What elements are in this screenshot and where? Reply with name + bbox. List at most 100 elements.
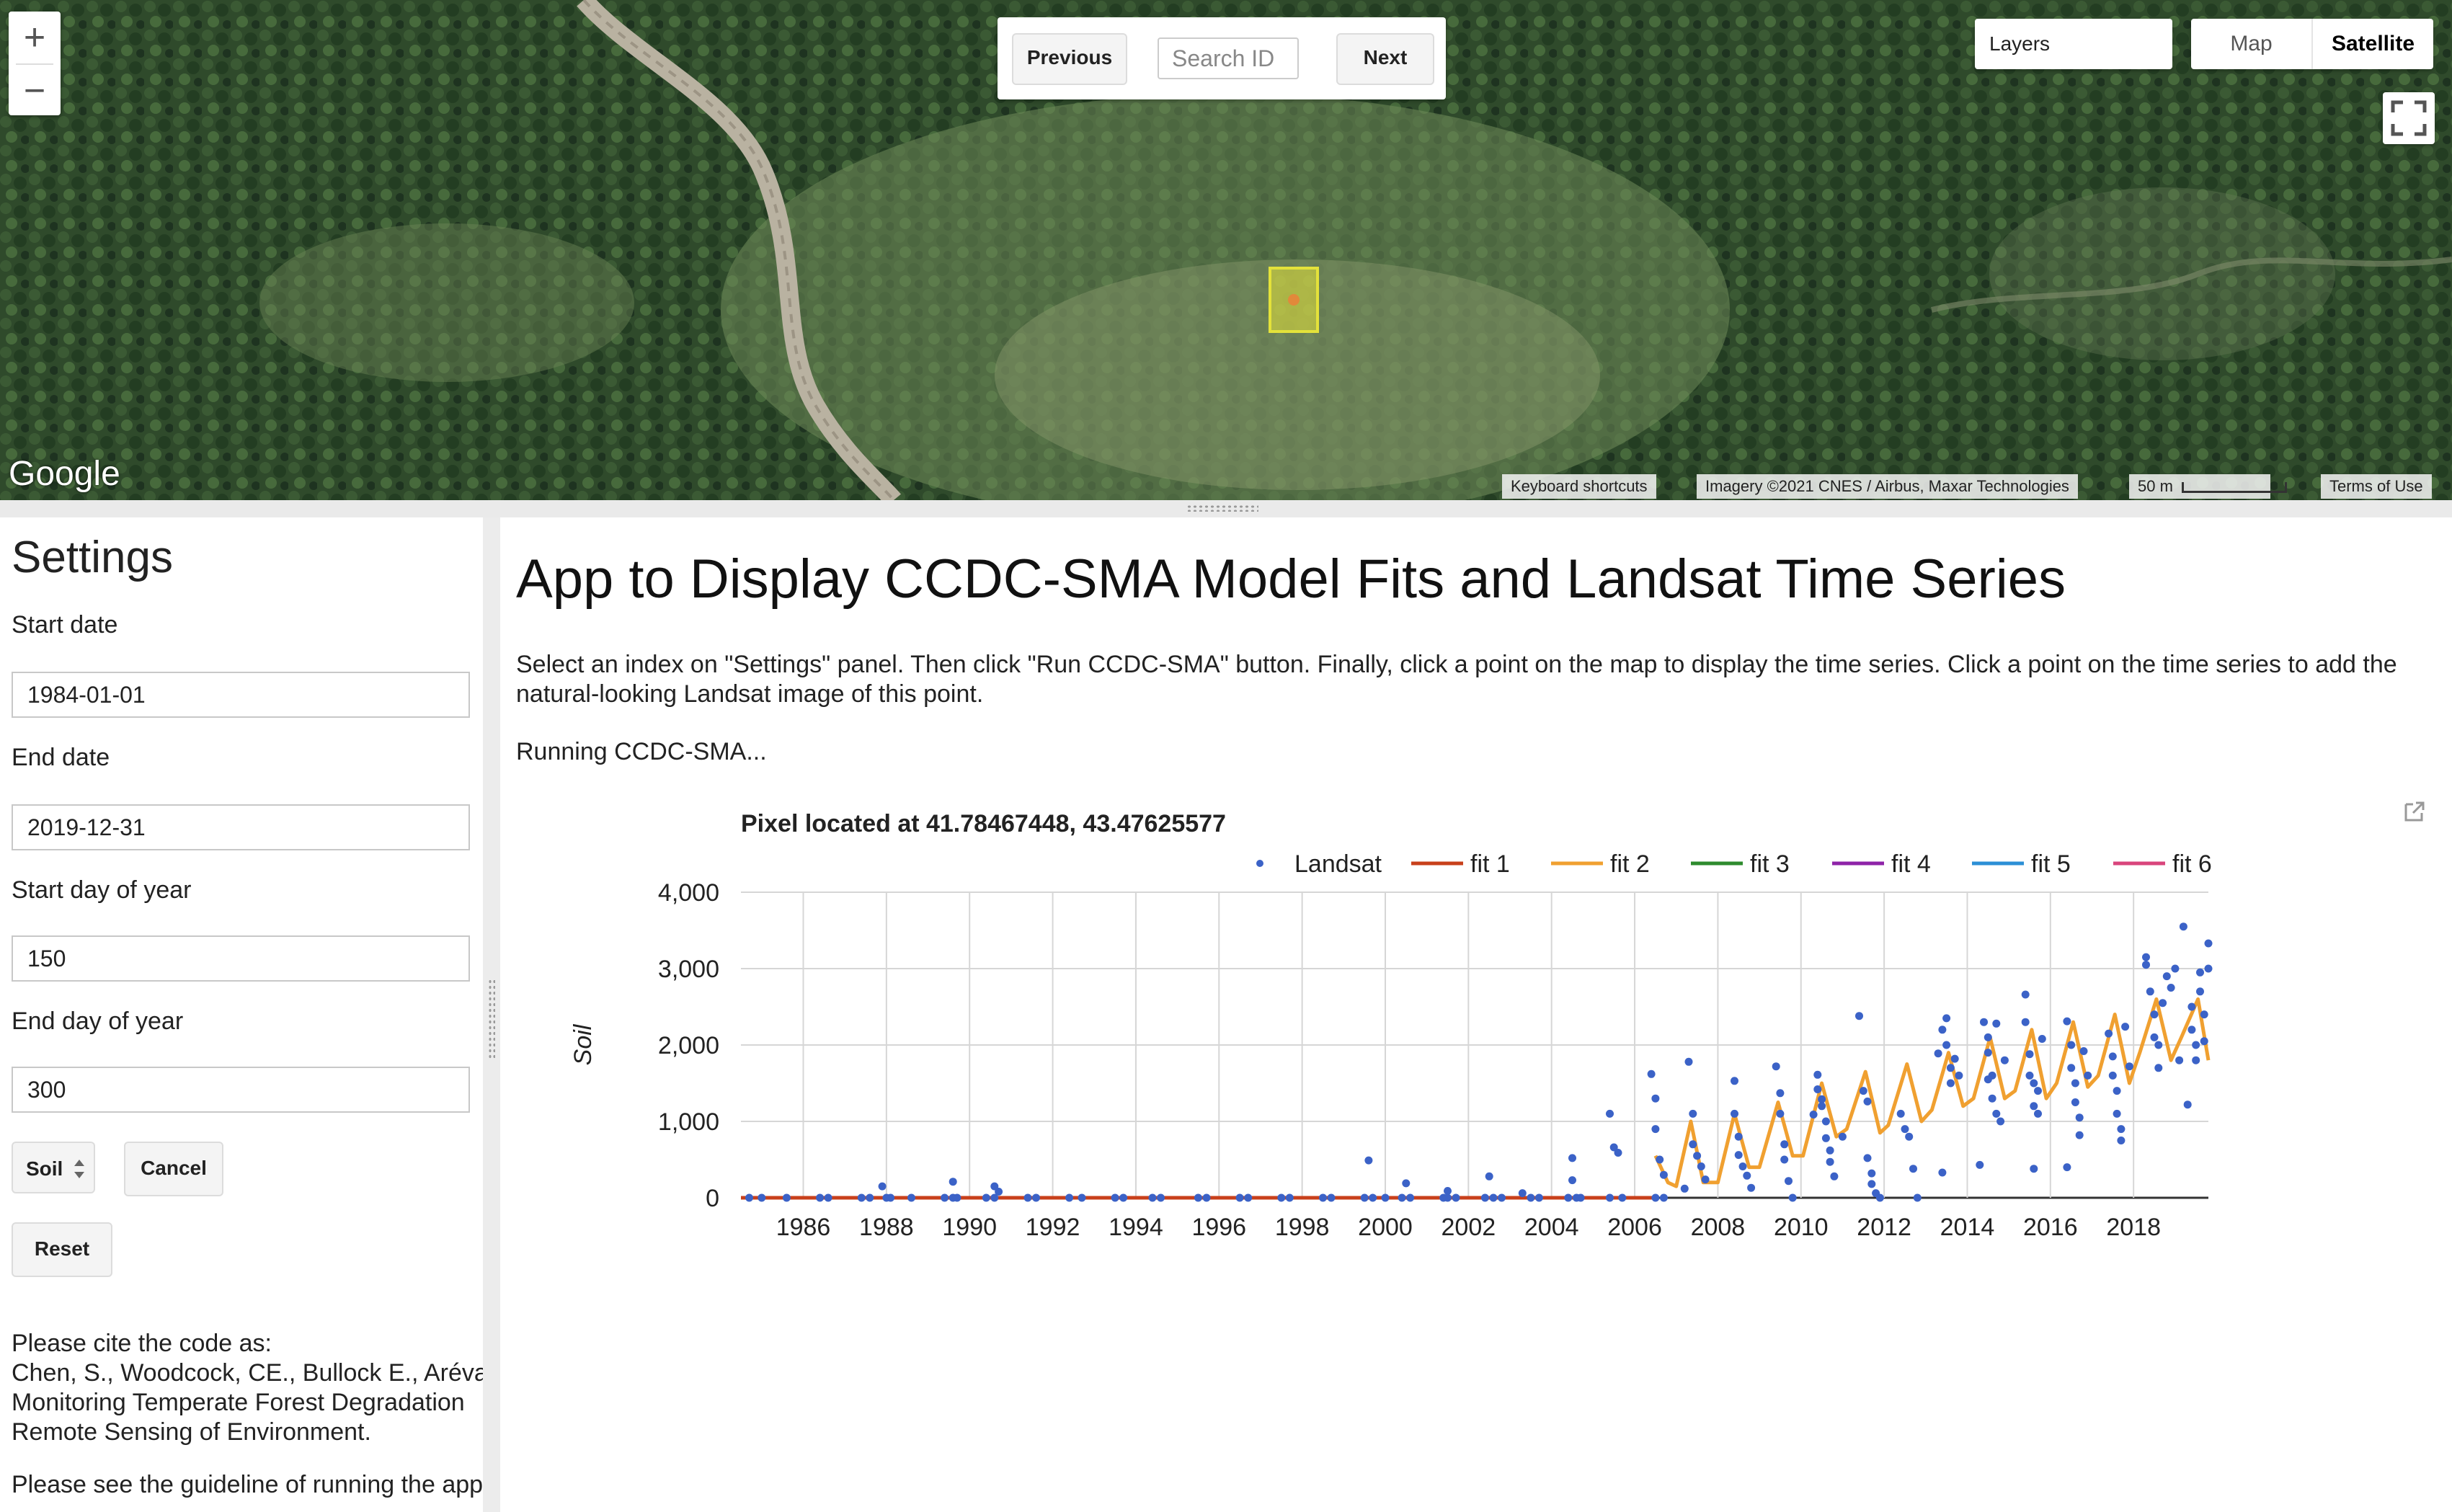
landsat-point[interactable]: [1689, 1109, 1697, 1118]
landsat-point[interactable]: [1485, 1172, 1493, 1180]
landsat-point[interactable]: [866, 1193, 874, 1202]
terms-of-use-link[interactable]: Terms of Use: [2321, 474, 2432, 499]
landsat-point[interactable]: [1913, 1193, 1922, 1202]
landsat-point[interactable]: [2117, 1137, 2125, 1144]
landsat-point[interactable]: [1821, 1134, 1830, 1142]
landsat-point[interactable]: [2105, 1029, 2113, 1038]
landsat-point[interactable]: [1747, 1183, 1756, 1192]
landsat-point[interactable]: [2030, 1079, 2038, 1088]
landsat-point[interactable]: [1498, 1193, 1506, 1202]
landsat-point[interactable]: [1992, 1109, 2001, 1118]
landsat-point[interactable]: [2038, 1035, 2046, 1043]
landsat-point[interactable]: [2125, 1062, 2133, 1071]
landsat-point[interactable]: [2079, 1047, 2088, 1055]
start-doy-input[interactable]: [12, 935, 470, 982]
map-scale[interactable]: 50 m: [2129, 474, 2288, 499]
landsat-point[interactable]: [2154, 1064, 2163, 1072]
landsat-point[interactable]: [1609, 1143, 1618, 1152]
landsat-point[interactable]: [2204, 964, 2213, 973]
landsat-point[interactable]: [1381, 1193, 1390, 1202]
landsat-point[interactable]: [1992, 1019, 2001, 1028]
map-view[interactable]: + − Previous Next Layers Map Satellite G…: [0, 0, 2452, 500]
landsat-point[interactable]: [2146, 987, 2154, 996]
landsat-point[interactable]: [857, 1193, 866, 1202]
layers-dropdown[interactable]: Layers: [1975, 19, 2172, 69]
landsat-point[interactable]: [2063, 1163, 2071, 1172]
landsat-point[interactable]: [1656, 1155, 1664, 1164]
landsat-point[interactable]: [1938, 1168, 1947, 1177]
time-series-chart[interactable]: Pixel located at 41.78467448, 43.4762557…: [500, 517, 2452, 1512]
landsat-point[interactable]: [2000, 1056, 2009, 1064]
landsat-point[interactable]: [1863, 1097, 1872, 1106]
index-select[interactable]: Soil: [12, 1142, 95, 1193]
map-type-satellite-button[interactable]: Satellite: [2331, 32, 2415, 55]
landsat-point[interactable]: [1826, 1146, 1834, 1155]
landsat-point[interactable]: [1780, 1140, 1789, 1149]
landsat-point[interactable]: [1518, 1189, 1527, 1198]
landsat-point[interactable]: [1659, 1170, 1668, 1179]
landsat-point[interactable]: [1277, 1193, 1286, 1202]
landsat-point[interactable]: [1863, 1154, 1872, 1162]
landsat-point[interactable]: [1534, 1193, 1543, 1202]
landsat-point[interactable]: [1734, 1132, 1743, 1141]
landsat-point[interactable]: [1651, 1125, 1660, 1134]
landsat-point[interactable]: [887, 1193, 895, 1202]
landsat-point[interactable]: [1684, 1057, 1693, 1066]
landsat-point[interactable]: [1984, 1033, 1992, 1041]
landsat-point[interactable]: [1452, 1193, 1460, 1202]
landsat-point[interactable]: [907, 1193, 915, 1202]
landsat-point[interactable]: [1955, 1071, 1963, 1080]
keyboard-shortcuts-link[interactable]: Keyboard shortcuts: [1502, 474, 1656, 499]
landsat-point[interactable]: [1734, 1151, 1743, 1160]
landsat-point[interactable]: [1444, 1187, 1452, 1195]
landsat-point[interactable]: [1996, 1117, 2005, 1126]
landsat-point[interactable]: [1651, 1094, 1660, 1103]
end-date-input[interactable]: [12, 804, 470, 850]
landsat-point[interactable]: [2142, 961, 2150, 969]
vertical-splitter[interactable]: [483, 517, 500, 1512]
landsat-point[interactable]: [2187, 1026, 2196, 1034]
landsat-point[interactable]: [1950, 1054, 1959, 1063]
landsat-point[interactable]: [1693, 1152, 1702, 1160]
landsat-point[interactable]: [1327, 1193, 1336, 1202]
next-button[interactable]: Next: [1336, 33, 1434, 85]
landsat-point[interactable]: [1398, 1193, 1406, 1202]
open-in-new-icon[interactable]: [2402, 799, 2427, 824]
landsat-point[interactable]: [2142, 953, 2150, 961]
landsat-point[interactable]: [1576, 1193, 1585, 1202]
landsat-point[interactable]: [1788, 1193, 1797, 1202]
landsat-point[interactable]: [824, 1193, 832, 1202]
landsat-point[interactable]: [1980, 1018, 1988, 1026]
landsat-point[interactable]: [1896, 1109, 1905, 1118]
landsat-point[interactable]: [1731, 1077, 1738, 1085]
landsat-point[interactable]: [2167, 984, 2175, 992]
landsat-point[interactable]: [878, 1182, 887, 1191]
landsat-point[interactable]: [1855, 1012, 1863, 1020]
landsat-point[interactable]: [2192, 1056, 2200, 1064]
landsat-point[interactable]: [1942, 1041, 1951, 1049]
landsat-point[interactable]: [1867, 1169, 1876, 1178]
landsat-point[interactable]: [2067, 1064, 2076, 1072]
landsat-point[interactable]: [1647, 1069, 1656, 1078]
landsat-point[interactable]: [990, 1182, 999, 1191]
landsat-point[interactable]: [1701, 1175, 1710, 1184]
landsat-point[interactable]: [982, 1193, 990, 1202]
search-id-input[interactable]: [1158, 37, 1299, 79]
landsat-point[interactable]: [2021, 1018, 2030, 1026]
landsat-point[interactable]: [1606, 1193, 1614, 1202]
landsat-point[interactable]: [1946, 1079, 1955, 1088]
landsat-point[interactable]: [1780, 1155, 1789, 1164]
landsat-point[interactable]: [1738, 1162, 1747, 1170]
landsat-point[interactable]: [1568, 1154, 1576, 1162]
landsat-point[interactable]: [1731, 1109, 1738, 1118]
landsat-point[interactable]: [995, 1188, 1003, 1196]
landsat-point[interactable]: [745, 1193, 753, 1202]
landsat-point[interactable]: [1680, 1184, 1689, 1193]
end-doy-input[interactable]: [12, 1067, 470, 1113]
landsat-point[interactable]: [1032, 1193, 1040, 1202]
landsat-point[interactable]: [2175, 1056, 2184, 1064]
landsat-point[interactable]: [1838, 1132, 1847, 1141]
landsat-point[interactable]: [1406, 1193, 1415, 1202]
map-type-map-button[interactable]: Map: [2191, 19, 2313, 69]
landsat-point[interactable]: [1527, 1193, 1535, 1202]
